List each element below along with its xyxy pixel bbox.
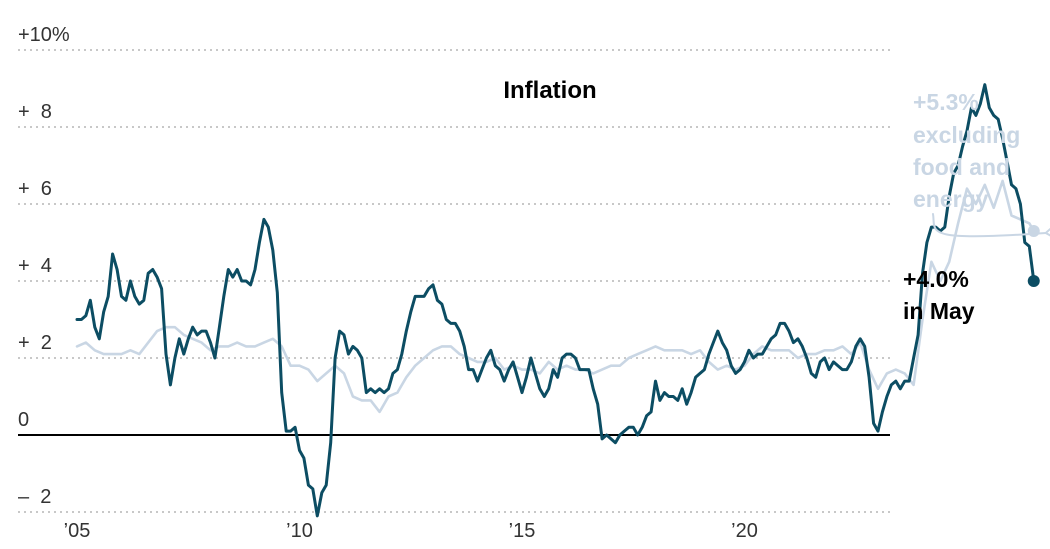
core-annotation-arrow [932,213,1047,238]
y-tick-label: + 6 [18,178,52,200]
core-annotation-arrowhead [1044,227,1050,237]
y-tick-label: – 2 [18,486,51,508]
y-tick-label: +10% [18,24,70,46]
x-axis-ticks: ’05 ’10 ’15 ’20 [64,520,758,542]
headline-end-point [1027,275,1040,287]
core-annotation-line3: food and [913,154,1010,180]
grid-lines [18,49,890,513]
core-annotation-line4: energy [913,186,989,212]
headline-annotation-value: +4.0% [903,266,969,292]
core-end-point [1027,224,1040,237]
chart-title: Inflation [503,77,596,104]
core-annotation-line2: excluding [913,122,1020,148]
y-tick-label: + 8 [18,101,52,123]
y-tick-label: + 4 [18,255,52,277]
core-annotation-value: +5.3% [913,89,979,115]
core-inflation-line [75,179,1036,414]
x-tick-label: ’10 [286,520,313,542]
y-axis-ticks: +10% + 8 + 6 + 4 + 2 0 – 2 [18,24,70,508]
y-tick-label: + 2 [18,332,52,354]
headline-inflation-line [75,83,1036,518]
headline-annotation-line2: in May [903,298,975,324]
y-tick-label: 0 [18,409,29,431]
x-tick-label: ’20 [731,520,758,542]
x-tick-label: ’15 [509,520,536,542]
x-tick-label: ’05 [64,520,91,542]
